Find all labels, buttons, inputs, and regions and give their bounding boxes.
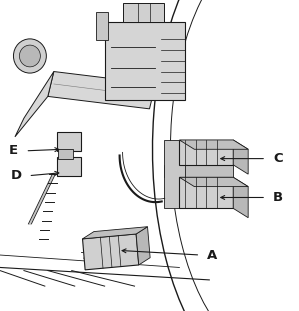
Polygon shape	[15, 72, 54, 137]
Polygon shape	[233, 140, 248, 174]
Text: D: D	[11, 169, 22, 182]
Polygon shape	[96, 12, 108, 40]
Polygon shape	[136, 227, 150, 265]
Circle shape	[13, 39, 46, 73]
Polygon shape	[105, 22, 185, 100]
Polygon shape	[83, 227, 147, 239]
Polygon shape	[48, 72, 155, 109]
Polygon shape	[164, 140, 185, 208]
Polygon shape	[179, 140, 233, 165]
Text: B: B	[273, 191, 283, 204]
Polygon shape	[83, 234, 139, 270]
Polygon shape	[123, 3, 164, 22]
Text: A: A	[207, 248, 217, 262]
Polygon shape	[179, 140, 248, 149]
Polygon shape	[57, 157, 81, 176]
Polygon shape	[179, 177, 233, 208]
Circle shape	[19, 45, 40, 67]
Polygon shape	[57, 132, 81, 151]
Polygon shape	[58, 149, 73, 159]
Polygon shape	[179, 177, 248, 187]
Polygon shape	[164, 165, 233, 177]
Polygon shape	[233, 177, 248, 218]
Text: E: E	[9, 144, 18, 157]
Text: C: C	[273, 152, 283, 165]
